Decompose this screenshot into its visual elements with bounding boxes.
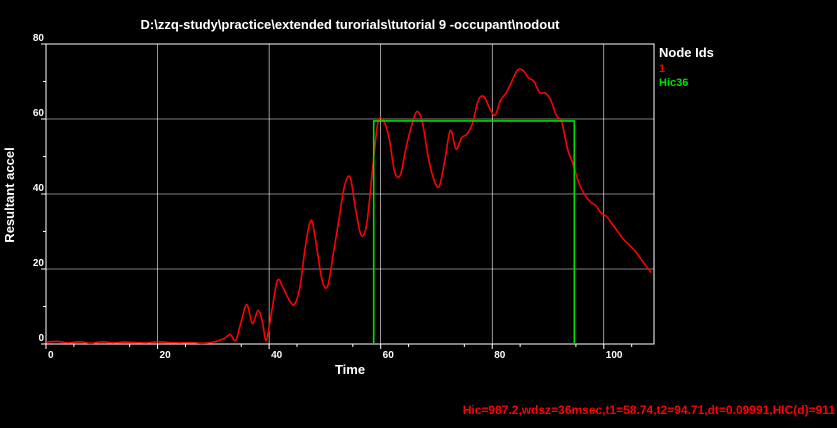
legend-item-hic36: Hic36 <box>659 77 689 89</box>
x-tick-label-40: 40 <box>271 350 283 361</box>
y-tick-label-80: 80 <box>33 33 45 44</box>
y-tick-label-40: 40 <box>33 183 45 194</box>
y-tick-label-60: 60 <box>33 108 45 119</box>
grid-lines <box>46 44 654 344</box>
chart-title: D:\zzq-study\practice\extended turorials… <box>141 17 561 32</box>
series-line-hic36 <box>372 120 576 344</box>
x-tick-label-60: 60 <box>383 350 395 361</box>
series-layer <box>45 68 652 345</box>
x-tick-label-100: 100 <box>606 350 623 361</box>
x-axis-label: Time <box>335 362 365 377</box>
y-tick-label-0: 0 <box>38 333 44 344</box>
x-tick-label-20: 20 <box>160 350 172 361</box>
x-tick-label-80: 80 <box>494 350 506 361</box>
y-tick-label-20: 20 <box>33 258 45 269</box>
series-line-node-1 <box>45 68 652 345</box>
axis-ticks: 0 20 40 60 80 100 0 20 40 60 80 <box>33 33 633 361</box>
y-axis-label: Resultant accel <box>2 147 17 242</box>
legend-title: Node Ids <box>659 45 714 60</box>
legend-item-node-1: 1 <box>659 63 666 75</box>
x-tick-label-0: 0 <box>48 350 54 361</box>
hic-annotation: Hic=987.2,wdsz=36msec,t1=58.74,t2=94.71,… <box>462 403 835 417</box>
